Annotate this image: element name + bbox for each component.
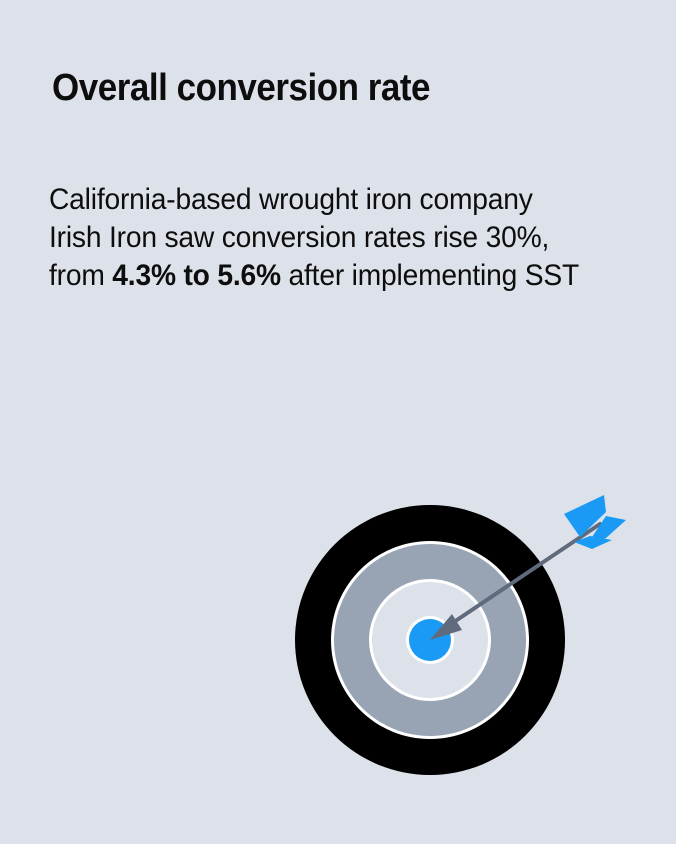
description-line-3: from 4.3% to 5.6% after implementing SST [49,257,632,295]
description-line-3-start: from [49,259,113,292]
arrow-head [430,614,462,640]
page-title: Overall conversion rate [52,67,431,109]
arrow-fletching-lower [574,536,612,549]
arrow-shaft [446,522,602,628]
description-line-2: Irish Iron saw conversion rates rise 30%… [49,221,550,254]
conversion-rate-change: 4.3% to 5.6% [112,259,281,292]
target-with-arrow-icon [280,480,660,800]
description-line-3-end: after implementing SST [280,259,580,292]
arrow [430,495,626,640]
description-line-1: California-based wrought iron company [49,183,533,216]
description-text: California-based wrought iron company Ir… [49,181,632,295]
arrow-fletching-top [564,495,606,537]
